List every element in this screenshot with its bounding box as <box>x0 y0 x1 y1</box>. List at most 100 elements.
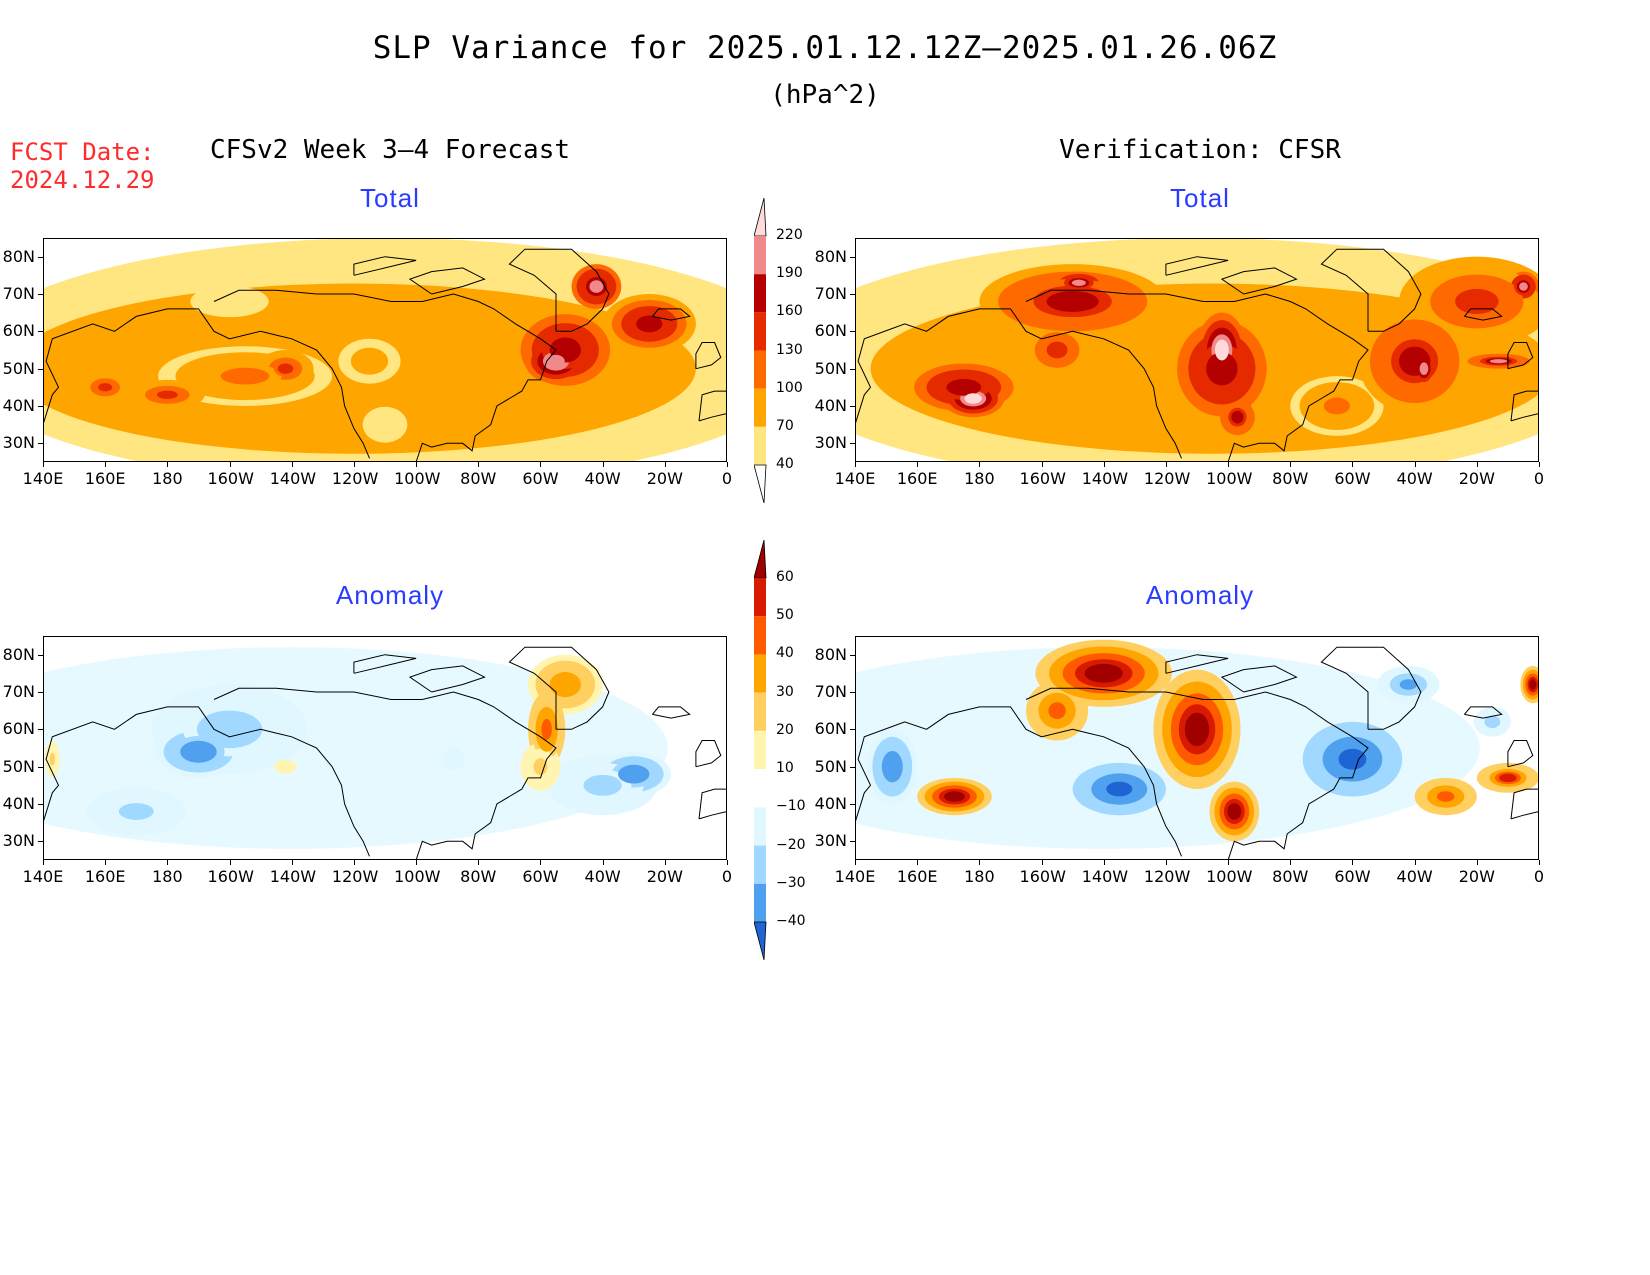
lat-tick <box>38 368 43 370</box>
lon-tick <box>979 860 981 865</box>
map-frame <box>855 636 1539 860</box>
main-title: SLP Variance for 2025.01.12.12Z–2025.01.… <box>372 30 1278 66</box>
contour-fill <box>1437 791 1455 802</box>
lon-tick <box>43 860 44 865</box>
lon-tick <box>1228 860 1230 865</box>
coastline <box>1220 665 1298 693</box>
verification-anomaly-map: 80N 70N 60N 50N 40N 30N 140E 160E 180 160W 140W 120… <box>815 636 1544 886</box>
contour-fill <box>589 280 604 293</box>
coastline <box>855 308 1182 459</box>
colorbar-swatch <box>754 616 766 655</box>
lon-tick-label: 160E <box>896 469 938 488</box>
coastline <box>1320 248 1422 332</box>
lon-tick-label: 160E <box>84 469 126 488</box>
forecast-total-map: 80N 70N 60N 50N 40N 30N 140E 160E 180 160W 140W 120… <box>3 238 732 488</box>
lon-tick <box>1414 860 1416 865</box>
colorbar-swatch <box>754 692 766 731</box>
lon-tick-label: 80W <box>1272 469 1309 488</box>
lon-tick-label: 180 <box>964 469 995 488</box>
contour-fill <box>554 676 576 693</box>
lat-tick <box>38 443 43 445</box>
lon-tick <box>664 462 666 467</box>
colorbar-extend-bottom <box>754 921 767 960</box>
lat-tick-label: 70N <box>814 284 847 303</box>
lat-tick-label: 30N <box>814 433 847 453</box>
contour-fill <box>944 791 965 802</box>
lat-tick <box>850 406 855 407</box>
lon-tick <box>917 860 919 865</box>
lon-tick-label: 40W <box>584 469 621 488</box>
lon-tick <box>727 462 728 467</box>
lon-tick-label: 180 <box>152 469 183 488</box>
forecast-anomaly-map: 80N 70N 60N 50N 40N 30N 140E 160E 180 160W 140W 120… <box>3 636 732 886</box>
lat-tick <box>38 256 43 258</box>
lat-tick <box>38 692 43 693</box>
lat-tick <box>850 692 855 693</box>
verification-total-map: 80N 70N 60N 50N 40N 30N 140E 160E 180 160W 140W 120… <box>815 238 1544 488</box>
map-frame <box>855 238 1539 462</box>
lon-tick <box>979 462 981 467</box>
colorbar-extend-top <box>754 540 767 579</box>
lat-tick-label: 60N <box>2 719 35 739</box>
lon-tick <box>478 860 480 865</box>
coastline <box>698 788 727 820</box>
colorbar-level-label: −20 <box>776 836 806 853</box>
map-plot-area <box>43 646 727 860</box>
contour-fill <box>156 390 178 399</box>
lat-tick-label: 40N <box>2 396 35 415</box>
lon-tick <box>1352 860 1354 865</box>
contour-fill <box>1206 351 1238 386</box>
panel-title-verification-anomaly: Anomaly <box>1145 580 1255 610</box>
fcst-date-value: 2024.12.29 <box>10 166 155 194</box>
lat-tick-label: 80N <box>2 246 35 266</box>
lon-tick <box>1290 462 1292 467</box>
lon-tick-label: 140E <box>22 469 64 488</box>
contour-fill <box>1184 712 1210 747</box>
lon-tick-label: 180 <box>964 867 995 886</box>
contour-fill <box>1046 291 1099 312</box>
colorbar-level-label: 50 <box>776 607 794 624</box>
colorbar-extend-bottom <box>754 464 767 503</box>
contour-fill <box>118 803 154 820</box>
coastline <box>1510 390 1539 422</box>
lat-tick <box>38 294 43 295</box>
colorbar-swatch <box>754 578 766 617</box>
contour-fill <box>533 758 548 776</box>
lon-tick <box>855 462 856 467</box>
lon-tick-label: 140E <box>834 469 876 488</box>
lon-tick <box>1539 462 1540 467</box>
lat-tick-label: 50N <box>2 358 35 378</box>
map-plot-area <box>855 639 1539 860</box>
lat-tick-label: 50N <box>814 358 847 378</box>
coastline <box>213 289 557 462</box>
colorbar-level-label: −10 <box>776 798 806 815</box>
contour-fill <box>1084 663 1123 683</box>
lon-tick <box>917 462 919 467</box>
coastline <box>695 342 722 370</box>
lat-tick <box>850 294 855 295</box>
lat-tick-label: 30N <box>2 831 35 851</box>
colorbar-swatch <box>754 654 766 693</box>
colorbar-swatch <box>754 312 766 351</box>
lat-tick <box>38 654 43 656</box>
contour-fill <box>374 416 396 434</box>
contour-fill <box>636 315 663 333</box>
colorbar-extend-top <box>754 198 767 237</box>
lon-tick-label: 0 <box>721 867 733 886</box>
lat-tick-label: 70N <box>2 682 35 701</box>
contour-fill <box>1323 397 1350 415</box>
map-plot-area <box>43 238 727 462</box>
lat-tick <box>38 331 43 333</box>
lon-tick-label: 120W <box>331 469 379 488</box>
lat-tick <box>38 804 43 805</box>
contour-fill <box>49 752 55 766</box>
contour-fill <box>1214 339 1229 361</box>
contour-fill <box>1106 781 1133 797</box>
contour-fill <box>964 393 982 404</box>
lon-tick <box>540 860 542 865</box>
colorbar-swatch <box>754 388 766 427</box>
lat-tick-label: 50N <box>2 756 35 776</box>
lat-tick <box>850 804 855 805</box>
coastline <box>698 390 727 422</box>
lon-tick-label: 160E <box>84 867 126 886</box>
